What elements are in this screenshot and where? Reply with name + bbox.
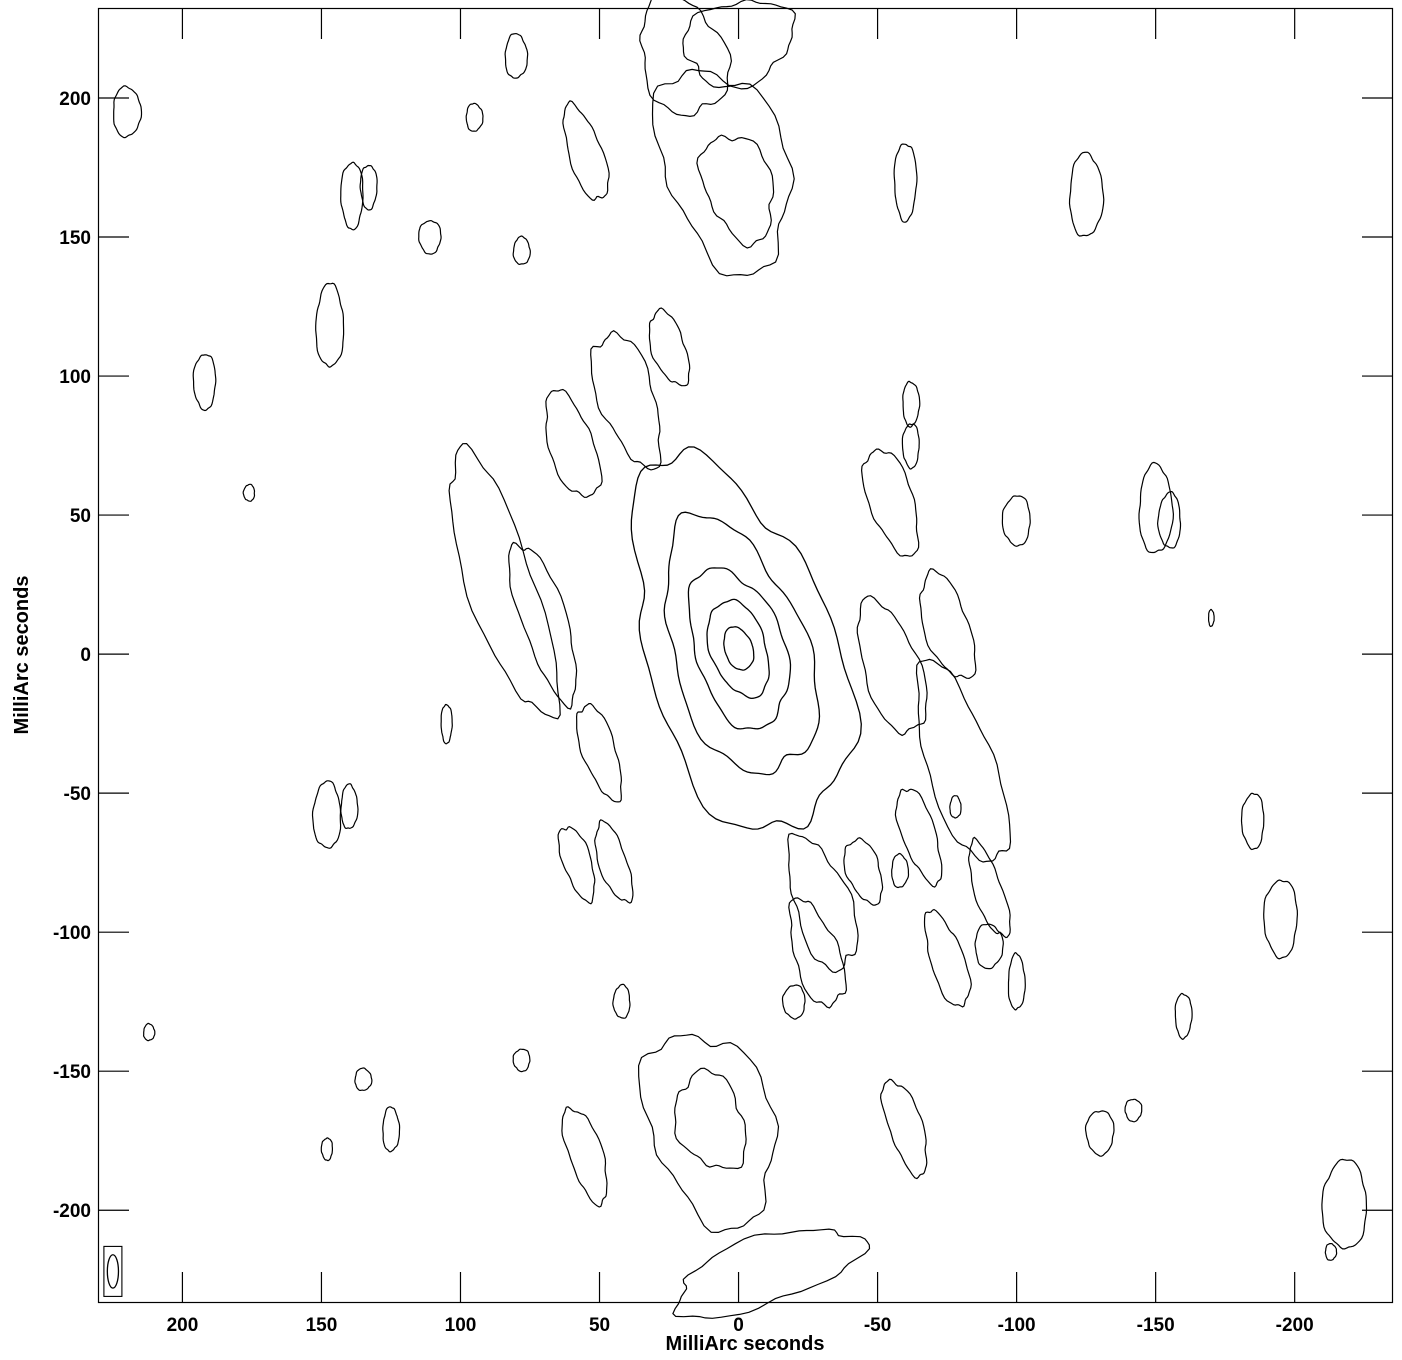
blob-contour: [781, 984, 806, 1020]
y-tick-label: 100: [59, 367, 91, 388]
blob-contour: [949, 795, 962, 819]
blob-contour: [311, 780, 342, 849]
y-tick-label: 0: [80, 645, 91, 666]
y-axis-ticks: 200 150 100 50 0 -50 -100 -150 -200: [53, 89, 1392, 1222]
blob-contour: [340, 161, 364, 231]
blob-contour: [1240, 792, 1265, 851]
blob-contour: [320, 1137, 333, 1162]
blob-contour: [1068, 151, 1105, 237]
streak-contour: [894, 788, 943, 888]
streak-contour: [843, 837, 884, 906]
blob-contour: [1084, 1110, 1115, 1157]
lobe-contour: [682, 0, 796, 90]
streak-contour: [918, 568, 977, 680]
core-contour: [687, 567, 792, 730]
streak-contour: [648, 307, 691, 387]
lobe-contour: [788, 897, 848, 1009]
core-contour: [723, 626, 755, 671]
core-contour: [706, 598, 770, 700]
lobe-contour: [637, 1033, 780, 1234]
y-tick-label: -50: [64, 784, 91, 805]
y-tick-label: 150: [59, 228, 91, 249]
plot-area: [103, 0, 1368, 1319]
blob-contour: [354, 1067, 373, 1091]
beam-ellipse: [106, 1254, 120, 1289]
y-tick-label: -200: [53, 1201, 91, 1222]
lobe-contour: [787, 832, 859, 974]
streak-contour: [545, 388, 603, 498]
x-axis-title: MilliArc seconds: [666, 1333, 825, 1355]
core-contour: [663, 511, 821, 776]
lobe-contour: [696, 134, 775, 249]
streak-contour: [575, 703, 623, 803]
lobe-contour: [590, 329, 662, 471]
blob-contour: [340, 783, 359, 830]
blob-contour: [242, 483, 256, 502]
blob-contour: [1001, 495, 1031, 547]
streak-contour: [594, 819, 634, 904]
y-tick-label: 50: [70, 506, 91, 527]
y-tick-label: -150: [53, 1062, 91, 1083]
lobe-contour: [672, 1228, 871, 1319]
core-contour: [630, 446, 862, 830]
blob-contour: [382, 1106, 401, 1153]
x-tick-label: 0: [733, 1315, 744, 1336]
y-tick-label: -100: [53, 923, 91, 944]
blob-contour: [440, 703, 453, 745]
blob-contour: [504, 32, 529, 79]
streak-contour: [557, 826, 596, 905]
blob-contour: [512, 1048, 531, 1073]
blob-contour: [1321, 1158, 1368, 1250]
blob-contour: [418, 219, 442, 255]
blob-contour: [1138, 461, 1175, 554]
lobe-contour: [639, 0, 733, 118]
blob-contour: [974, 923, 1004, 970]
plot-frame: [97, 7, 1394, 1304]
streak-contour: [448, 442, 561, 720]
blob-contour: [901, 423, 920, 470]
y-axis-title: MilliArc seconds: [11, 576, 33, 735]
blob-contour: [893, 143, 918, 223]
x-tick-label: -100: [998, 1315, 1036, 1336]
blob-contour: [1263, 879, 1299, 960]
streak-contour: [562, 100, 610, 201]
blob-contour: [465, 102, 484, 132]
streak-contour: [923, 908, 972, 1008]
blob-contour: [1124, 1098, 1143, 1123]
x-tick-label: -150: [1137, 1315, 1175, 1336]
x-tick-label: 150: [306, 1315, 338, 1336]
blob-contour: [1324, 1243, 1338, 1261]
y-tick-label: 200: [59, 89, 91, 110]
blob-contour: [512, 235, 531, 266]
blob-contour: [1156, 491, 1182, 549]
blob-contour: [192, 354, 217, 412]
x-tick-label: 200: [167, 1315, 199, 1336]
streak-contour: [508, 541, 578, 710]
streak-contour: [860, 448, 920, 557]
x-tick-label: 100: [445, 1315, 477, 1336]
x-tick-label: -50: [864, 1315, 891, 1336]
streak-contour: [968, 836, 1011, 939]
blob-contour: [891, 852, 910, 889]
streak-contour: [856, 595, 928, 737]
blob-contour: [1174, 992, 1193, 1040]
blob-contour: [612, 983, 631, 1019]
streak-contour: [561, 1106, 608, 1208]
streak-contour: [879, 1078, 928, 1180]
beam-box: [103, 1245, 123, 1297]
blob-contour: [142, 1022, 156, 1042]
blob-contour: [113, 85, 143, 139]
blob-contour: [1007, 952, 1026, 1011]
blob-contour: [359, 164, 378, 211]
blob-contour: [315, 282, 345, 368]
streak-contour: [915, 658, 1012, 863]
x-tick-label: 50: [589, 1315, 610, 1336]
lobe-contour: [674, 1067, 747, 1170]
blob-contour: [902, 380, 921, 428]
lobe-contour: [651, 68, 795, 277]
x-tick-label: -200: [1276, 1315, 1314, 1336]
x-axis-ticks: 200 150 100 50 0 -50 -100 -150 -200: [167, 9, 1314, 1336]
blob-contour: [1208, 608, 1215, 628]
